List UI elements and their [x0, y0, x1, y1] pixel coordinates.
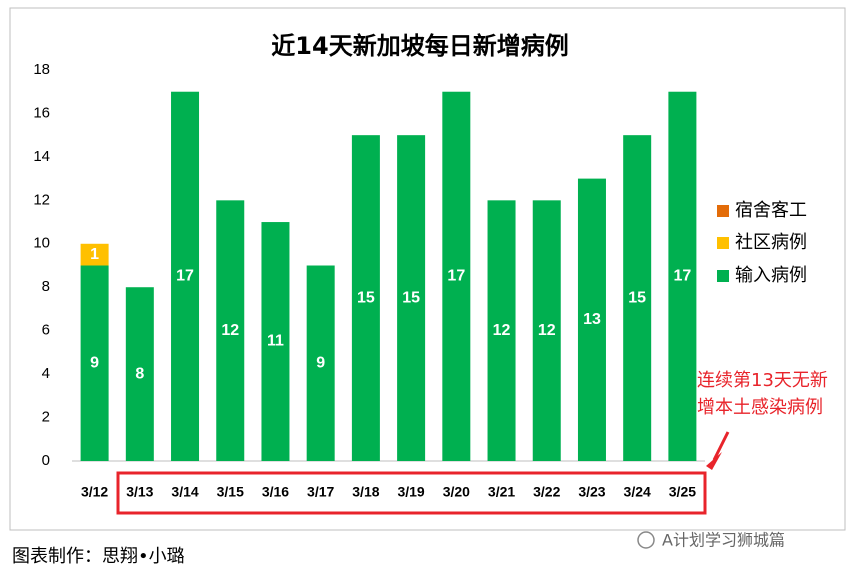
bar-segment	[216, 200, 245, 462]
x-tick-label: 3/23	[578, 484, 605, 500]
x-tick-label: 3/21	[488, 484, 515, 500]
y-tick-label: 0	[42, 452, 50, 469]
y-tick-label: 2	[42, 409, 50, 426]
x-tick-label: 3/15	[217, 484, 244, 500]
bar-segment	[623, 135, 652, 461]
x-tick-label: 3/20	[443, 484, 470, 500]
y-tick-label: 4	[42, 365, 50, 382]
y-tick-label: 14	[33, 148, 50, 165]
chart-title: 近14天新加坡每日新增病例	[271, 32, 568, 60]
y-tick-label: 6	[42, 322, 50, 339]
y-tick-label: 8	[42, 278, 50, 295]
legend-label: 宿舍客工	[735, 200, 807, 221]
bar-segment	[171, 91, 200, 461]
x-tick-label: 3/25	[669, 484, 696, 500]
x-tick-label: 3/19	[397, 484, 424, 500]
value-label: 9	[316, 354, 325, 371]
value-label: 8	[135, 365, 144, 382]
value-label: 9	[90, 354, 99, 371]
y-tick-label: 10	[33, 235, 50, 252]
legend-swatch	[717, 205, 729, 217]
value-label: 1	[90, 246, 99, 263]
bar-segment	[125, 287, 154, 461]
value-label: 12	[493, 322, 511, 339]
y-tick-label: 16	[33, 104, 50, 121]
arrow-shaft	[712, 431, 730, 461]
bar-segment	[577, 178, 606, 461]
value-label: 17	[673, 268, 691, 285]
value-label: 15	[628, 289, 646, 306]
y-tick-label: 18	[33, 61, 50, 78]
annotation: 增本土感染病例	[697, 397, 823, 418]
value-label: 17	[447, 268, 465, 285]
value-label: 12	[221, 322, 239, 339]
legend-label: 输入病例	[735, 265, 807, 286]
legend-label: 社区病例	[735, 232, 807, 253]
value-label: 17	[176, 268, 194, 285]
value-label: 13	[583, 311, 601, 328]
x-tick-label: 3/17	[307, 484, 334, 500]
x-tick-label: 3/24	[624, 484, 651, 500]
bar-segment	[397, 135, 426, 461]
bar-segment	[351, 135, 380, 461]
legend-swatch	[717, 270, 729, 282]
value-label: 15	[402, 289, 420, 306]
bar-segment	[261, 222, 290, 461]
watermark-icon	[637, 531, 655, 549]
bar-segment	[306, 265, 335, 461]
x-tick-label: 3/16	[262, 484, 289, 500]
value-label: 12	[538, 322, 556, 339]
bar-segment	[442, 91, 471, 461]
value-label: 11	[267, 333, 284, 350]
bar-segment	[532, 200, 561, 462]
y-tick-label: 12	[33, 191, 50, 208]
x-tick-label: 3/12	[81, 484, 108, 500]
arrow	[706, 452, 722, 470]
x-tick-label: 3/18	[352, 484, 379, 500]
bar-segment	[80, 265, 109, 461]
bar-segment	[668, 91, 697, 461]
annotation: 连续第13天无新	[697, 370, 828, 391]
value-label: 15	[357, 289, 375, 306]
watermark: A计划学习狮城篇	[662, 531, 785, 550]
highlight-box	[116, 471, 707, 515]
x-tick-label: 3/22	[533, 484, 560, 500]
x-tick-label: 3/14	[171, 484, 198, 500]
credit: 图表制作：思翔•小璐	[12, 546, 185, 567]
x-tick-label: 3/13	[126, 484, 153, 500]
legend-swatch	[717, 237, 729, 249]
bar-segment	[487, 200, 516, 462]
bar-segment	[80, 243, 109, 266]
